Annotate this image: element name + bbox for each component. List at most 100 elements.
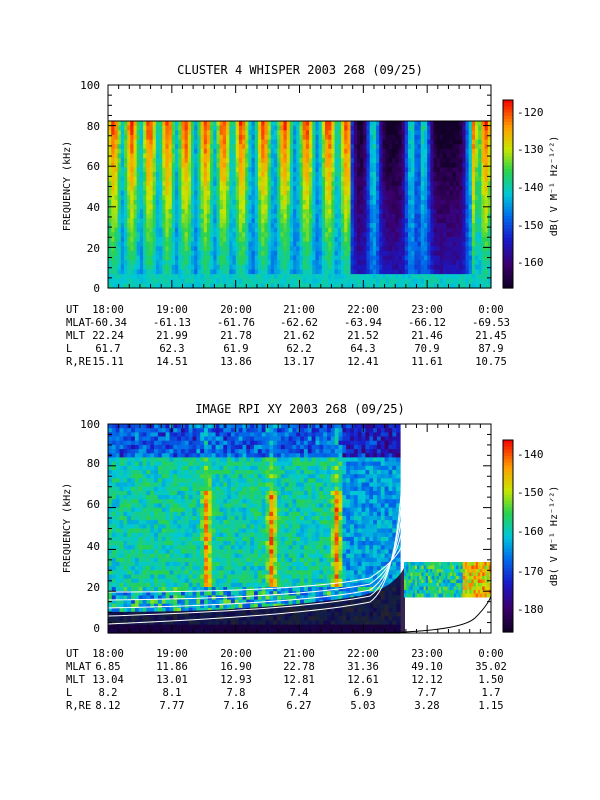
spectrogram-cell: [305, 172, 310, 178]
spectrogram-cell: [395, 227, 400, 233]
spectrogram-cell: [411, 218, 415, 224]
spectrogram-cell: [138, 482, 144, 488]
ephemeris-label: L: [66, 343, 72, 355]
spectrogram-cell: [238, 204, 243, 210]
spectrogram-cell: [468, 153, 473, 159]
spectrogram-cell: [433, 130, 438, 136]
spectrogram-cell: [108, 461, 113, 467]
spectrogram-cell: [139, 232, 144, 238]
spectrogram-cell: [382, 167, 387, 173]
spectrogram-cell: [277, 250, 281, 257]
spectrogram-cell: [321, 223, 326, 229]
spectrogram-cell: [261, 121, 265, 127]
spectrogram-cell: [178, 195, 182, 201]
spectrogram-cell: [119, 532, 124, 538]
spectrogram-cell: [299, 204, 304, 210]
spectrogram-cell: [254, 204, 259, 210]
spectrogram-cell: [194, 223, 198, 229]
spectrogram-cell: [242, 260, 246, 266]
spectrogram-cell: [283, 148, 288, 154]
spectrogram-cell: [446, 176, 451, 182]
spectrogram-cell: [127, 237, 131, 243]
spectrogram-cell: [465, 218, 470, 224]
spectrogram-cell: [283, 209, 288, 215]
spectrogram-cell: [404, 209, 409, 215]
spectrogram-cell: [131, 482, 136, 488]
spectrogram-cell: [337, 125, 342, 131]
colorbar-segment: [503, 131, 513, 135]
spectrogram-cell: [455, 260, 460, 266]
spectrogram-cell: [318, 158, 323, 164]
spectrogram-cell: [127, 232, 131, 238]
spectrogram-cell: [162, 227, 167, 233]
spectrogram-cell: [331, 195, 336, 201]
spectrogram-cell: [111, 134, 115, 141]
spectrogram-cell: [420, 274, 425, 280]
spectrogram-cell: [299, 153, 304, 159]
spectrogram-cell: [131, 449, 136, 454]
spectrogram-cell: [430, 144, 435, 150]
spectrogram-cell: [226, 185, 230, 192]
spectrogram-cell: [296, 121, 301, 127]
spectrogram-cell: [131, 432, 136, 438]
spectrogram-cell: [245, 172, 249, 178]
spectrogram-cell: [408, 246, 412, 252]
spectrogram-cell: [487, 190, 492, 196]
spectrogram-cell: [424, 232, 428, 238]
spectrogram-cell: [289, 162, 294, 168]
spectrogram-cell: [139, 162, 144, 168]
spectrogram-cell: [411, 153, 415, 159]
spectrogram-cell: [401, 218, 406, 224]
spectrogram-cell: [219, 125, 224, 131]
spectrogram-cell: [321, 204, 326, 210]
spectrogram-cell: [117, 134, 122, 141]
spectrogram-cell: [465, 139, 470, 145]
spectrogram-cell: [274, 274, 278, 280]
spectrogram-cell: [238, 158, 243, 164]
spectrogram-cell: [360, 213, 364, 219]
spectrogram-cell: [325, 227, 329, 233]
spectrogram-cell: [226, 246, 230, 252]
spectrogram-cell: [455, 134, 460, 141]
spectrogram-cell: [433, 144, 438, 150]
spectrogram-cell: [117, 158, 122, 164]
spectrogram-cell: [385, 260, 390, 266]
spectrogram-cell: [376, 158, 380, 164]
spectrogram-cell: [184, 250, 189, 257]
spectrogram-cell: [487, 241, 492, 247]
colorbar-segment: [503, 140, 513, 145]
spectrogram-cell: [248, 227, 253, 233]
spectrogram-cell: [149, 139, 154, 145]
spectrogram-cell: [232, 199, 237, 206]
spectrogram-cell: [139, 204, 144, 210]
spectrogram-cell: [123, 603, 128, 609]
spectrogram-cell: [357, 121, 361, 127]
spectrogram-cell: [159, 185, 163, 192]
spectrogram-cell: [168, 121, 173, 127]
spectrogram-cell: [184, 283, 189, 289]
spectrogram-cell: [475, 176, 479, 182]
spectrogram-cell: [427, 227, 431, 233]
spectrogram-cell: [408, 134, 412, 141]
spectrogram-cell: [130, 264, 135, 270]
spectrogram-cell: [353, 199, 358, 206]
spectrogram-cell: [427, 246, 431, 252]
spectrogram-cell: [124, 162, 128, 168]
spectrogram-cell: [475, 237, 479, 243]
spectrogram-cell: [111, 545, 117, 550]
spectrogram-cell: [119, 449, 124, 454]
spectrogram-cell: [222, 148, 227, 154]
spectrogram-cell: [133, 134, 138, 141]
spectrogram-cell: [465, 144, 470, 150]
spectrogram-cell: [328, 223, 332, 229]
spectrogram-cell: [296, 269, 301, 275]
spectrogram-cell: [152, 278, 157, 284]
spectrogram-cell: [420, 134, 425, 141]
spectrogram-cell: [462, 283, 467, 289]
spectrogram-cell: [149, 260, 154, 266]
spectrogram-cell: [216, 223, 221, 229]
spectrogram-cell: [213, 167, 218, 173]
spectrogram-cell: [357, 264, 361, 270]
spectrogram-cell: [254, 274, 259, 280]
spectrogram-cell: [277, 260, 281, 266]
